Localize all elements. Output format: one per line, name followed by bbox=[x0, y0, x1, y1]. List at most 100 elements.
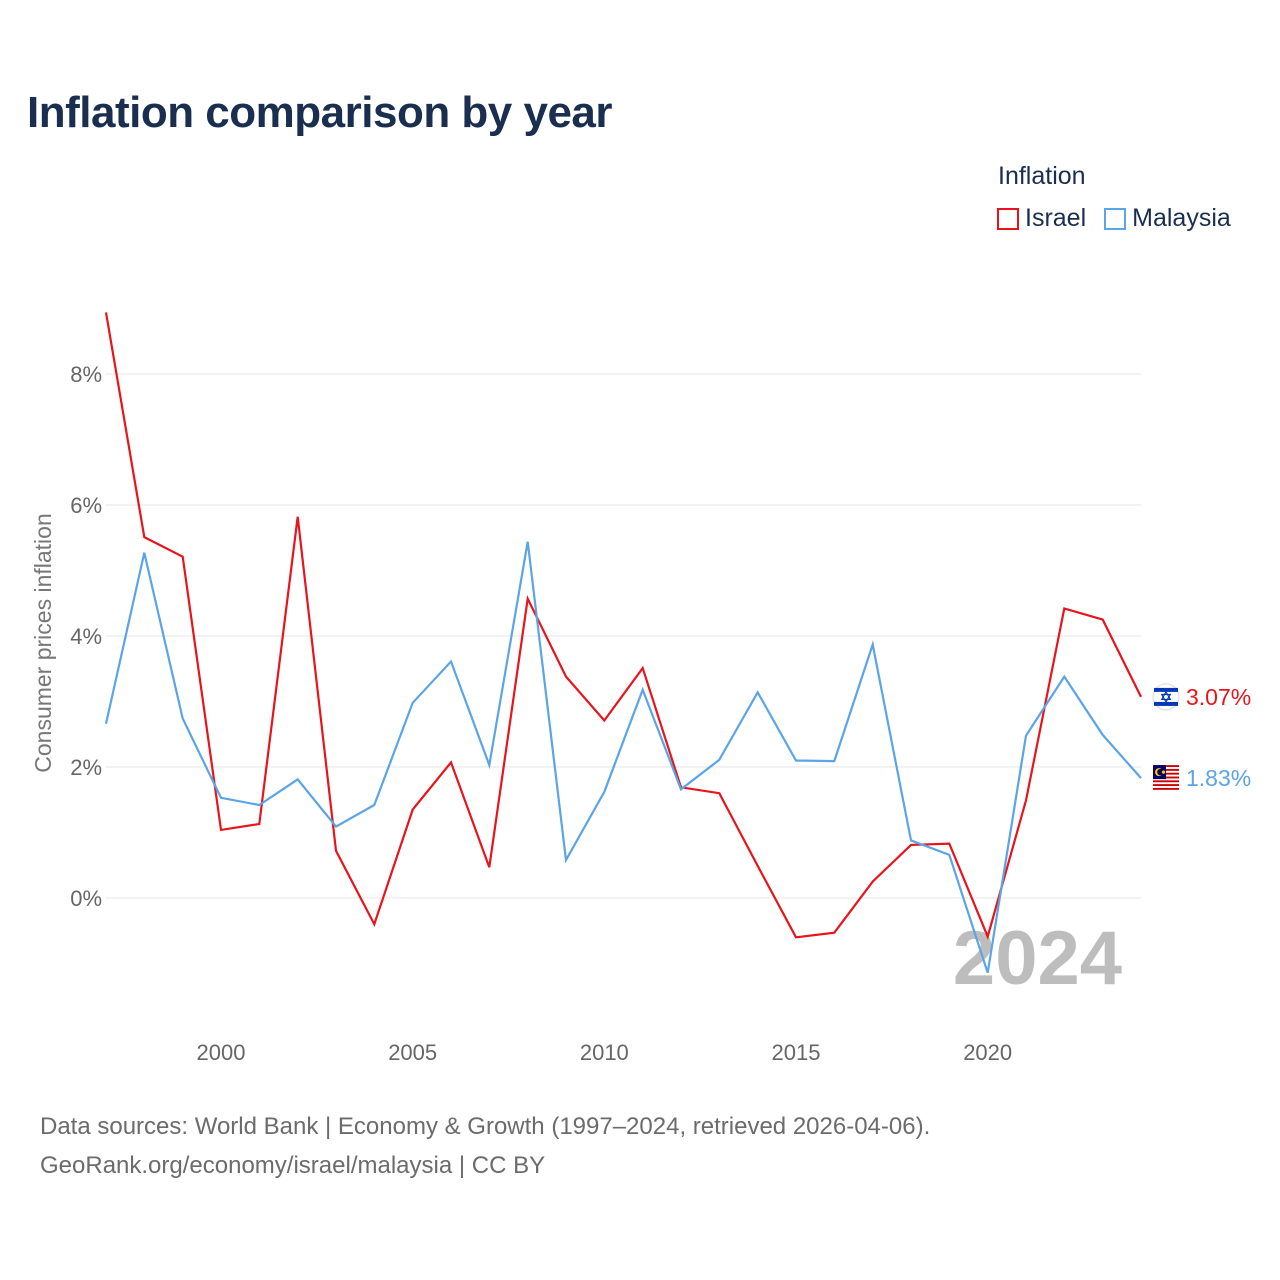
y-tick-label: 6% bbox=[70, 493, 102, 518]
data-point-israel bbox=[717, 791, 722, 796]
data-point-malaysia bbox=[104, 721, 109, 726]
legend-label-malaysia: Malaysia bbox=[1132, 204, 1231, 232]
data-point-israel bbox=[909, 842, 914, 847]
flag-bg bbox=[1152, 683, 1180, 711]
flag-stripe bbox=[1153, 784, 1179, 787]
data-point-malaysia bbox=[487, 763, 492, 768]
data-point-israel bbox=[985, 934, 990, 939]
series-line-malaysia bbox=[104, 541, 1142, 974]
data-point-israel bbox=[295, 514, 300, 519]
data-point-malaysia bbox=[1024, 733, 1029, 738]
y-axis-label: Consumer prices inflation bbox=[30, 513, 56, 773]
data-point-israel bbox=[180, 554, 185, 559]
flag-icon-israel bbox=[1152, 683, 1180, 711]
x-tick-label: 2020 bbox=[963, 1040, 1012, 1065]
data-point-malaysia bbox=[1100, 732, 1105, 737]
flag-stripe bbox=[1153, 780, 1179, 783]
x-tick-label: 2005 bbox=[388, 1040, 437, 1065]
data-point-israel bbox=[832, 930, 837, 935]
data-point-malaysia bbox=[219, 795, 224, 800]
line-chart: 0% 2% 4% 6% 8% 2000 2005 2010 2015 2020 Consumer… bbox=[30, 310, 1251, 1065]
data-point-israel bbox=[525, 596, 530, 601]
data-point-israel bbox=[1100, 617, 1105, 622]
y-tick-label: 0% bbox=[70, 886, 102, 911]
data-point-malaysia bbox=[909, 838, 914, 843]
data-point-malaysia bbox=[755, 690, 760, 695]
data-point-malaysia bbox=[1139, 776, 1144, 781]
x-tick-label: 2015 bbox=[772, 1040, 821, 1065]
data-point-israel bbox=[257, 821, 262, 826]
data-point-malaysia bbox=[525, 539, 530, 544]
data-point-malaysia bbox=[794, 758, 799, 763]
data-point-malaysia bbox=[870, 642, 875, 647]
end-label-malaysia: 1.83% bbox=[1186, 765, 1251, 791]
data-point-malaysia bbox=[142, 550, 147, 555]
legend-swatch-israel bbox=[997, 207, 1019, 230]
data-point-malaysia bbox=[832, 759, 837, 764]
data-point-israel bbox=[142, 535, 147, 540]
y-axis-ticks: 0% 2% 4% 6% 8% bbox=[70, 362, 102, 911]
end-label-israel: 3.07% bbox=[1186, 684, 1251, 710]
x-axis-ticks: 2000 2005 2010 2015 2020 bbox=[197, 1040, 1013, 1065]
data-point-malaysia bbox=[602, 789, 607, 794]
chart-title: Inflation comparison by year bbox=[27, 88, 613, 137]
data-point-israel bbox=[794, 935, 799, 940]
data-point-malaysia bbox=[947, 852, 952, 857]
flag-star bbox=[1161, 770, 1166, 774]
data-point-israel bbox=[947, 841, 952, 846]
data-point-israel bbox=[755, 863, 760, 868]
series-line-israel bbox=[104, 312, 1142, 940]
data-point-malaysia bbox=[410, 700, 415, 705]
flag-stripe bbox=[1154, 687, 1178, 692]
data-point-malaysia bbox=[334, 824, 339, 829]
legend: Israel Malaysia bbox=[997, 204, 1249, 233]
data-point-malaysia bbox=[372, 802, 377, 807]
x-tick-label: 2010 bbox=[580, 1040, 629, 1065]
data-point-israel bbox=[334, 848, 339, 853]
y-tick-label: 8% bbox=[70, 362, 102, 387]
current-year-watermark: 2024 bbox=[953, 916, 1122, 1001]
source-note: Data sources: World Bank | Economy & Gro… bbox=[40, 1107, 930, 1185]
x-tick-label: 2000 bbox=[197, 1040, 246, 1065]
data-point-malaysia bbox=[295, 777, 300, 782]
data-point-malaysia bbox=[257, 802, 262, 807]
data-point-israel bbox=[372, 922, 377, 927]
data-point-malaysia bbox=[640, 687, 645, 692]
flag-stripe bbox=[1154, 701, 1178, 706]
data-point-israel bbox=[1024, 798, 1029, 803]
grid-lines bbox=[106, 373, 1141, 899]
data-point-malaysia bbox=[449, 659, 454, 664]
data-point-israel bbox=[602, 718, 607, 723]
source-line-2[interactable]: GeoRank.org/economy/israel/malaysia | CC… bbox=[40, 1152, 546, 1179]
legend-swatch-malaysia bbox=[1104, 207, 1127, 230]
legend-item-malaysia[interactable]: Malaysia bbox=[1104, 204, 1231, 233]
data-point-malaysia bbox=[985, 970, 990, 975]
data-point-israel bbox=[640, 666, 645, 671]
data-point-malaysia bbox=[717, 757, 722, 762]
data-point-israel bbox=[564, 674, 569, 679]
flag-star bbox=[1160, 693, 1172, 704]
y-tick-label: 4% bbox=[70, 624, 102, 649]
data-point-israel bbox=[219, 827, 224, 832]
data-point-israel bbox=[449, 760, 454, 765]
data-point-malaysia bbox=[564, 858, 569, 863]
legend-label-israel: Israel bbox=[1025, 204, 1087, 232]
data-point-israel bbox=[870, 879, 875, 884]
data-point-israel bbox=[487, 865, 492, 870]
data-point-malaysia bbox=[679, 787, 684, 792]
flag-icon-malaysia bbox=[1153, 765, 1179, 792]
end-labels: 3.07% 1.83% bbox=[1152, 683, 1251, 792]
legend-item-israel[interactable]: Israel bbox=[997, 204, 1086, 233]
data-point-israel bbox=[1062, 606, 1067, 611]
source-line-1: Data sources: World Bank | Economy & Gro… bbox=[40, 1113, 931, 1140]
data-point-israel bbox=[410, 807, 415, 812]
flag-stripe bbox=[1153, 787, 1179, 790]
data-point-malaysia bbox=[180, 716, 185, 721]
data-point-israel bbox=[1139, 694, 1144, 699]
data-point-malaysia bbox=[1062, 674, 1067, 679]
data-point-israel bbox=[104, 310, 109, 315]
flag-star bbox=[1160, 690, 1172, 701]
y-tick-label: 2% bbox=[70, 755, 102, 780]
flag-crescent-cut bbox=[1157, 768, 1164, 776]
series-lines bbox=[104, 310, 1144, 975]
